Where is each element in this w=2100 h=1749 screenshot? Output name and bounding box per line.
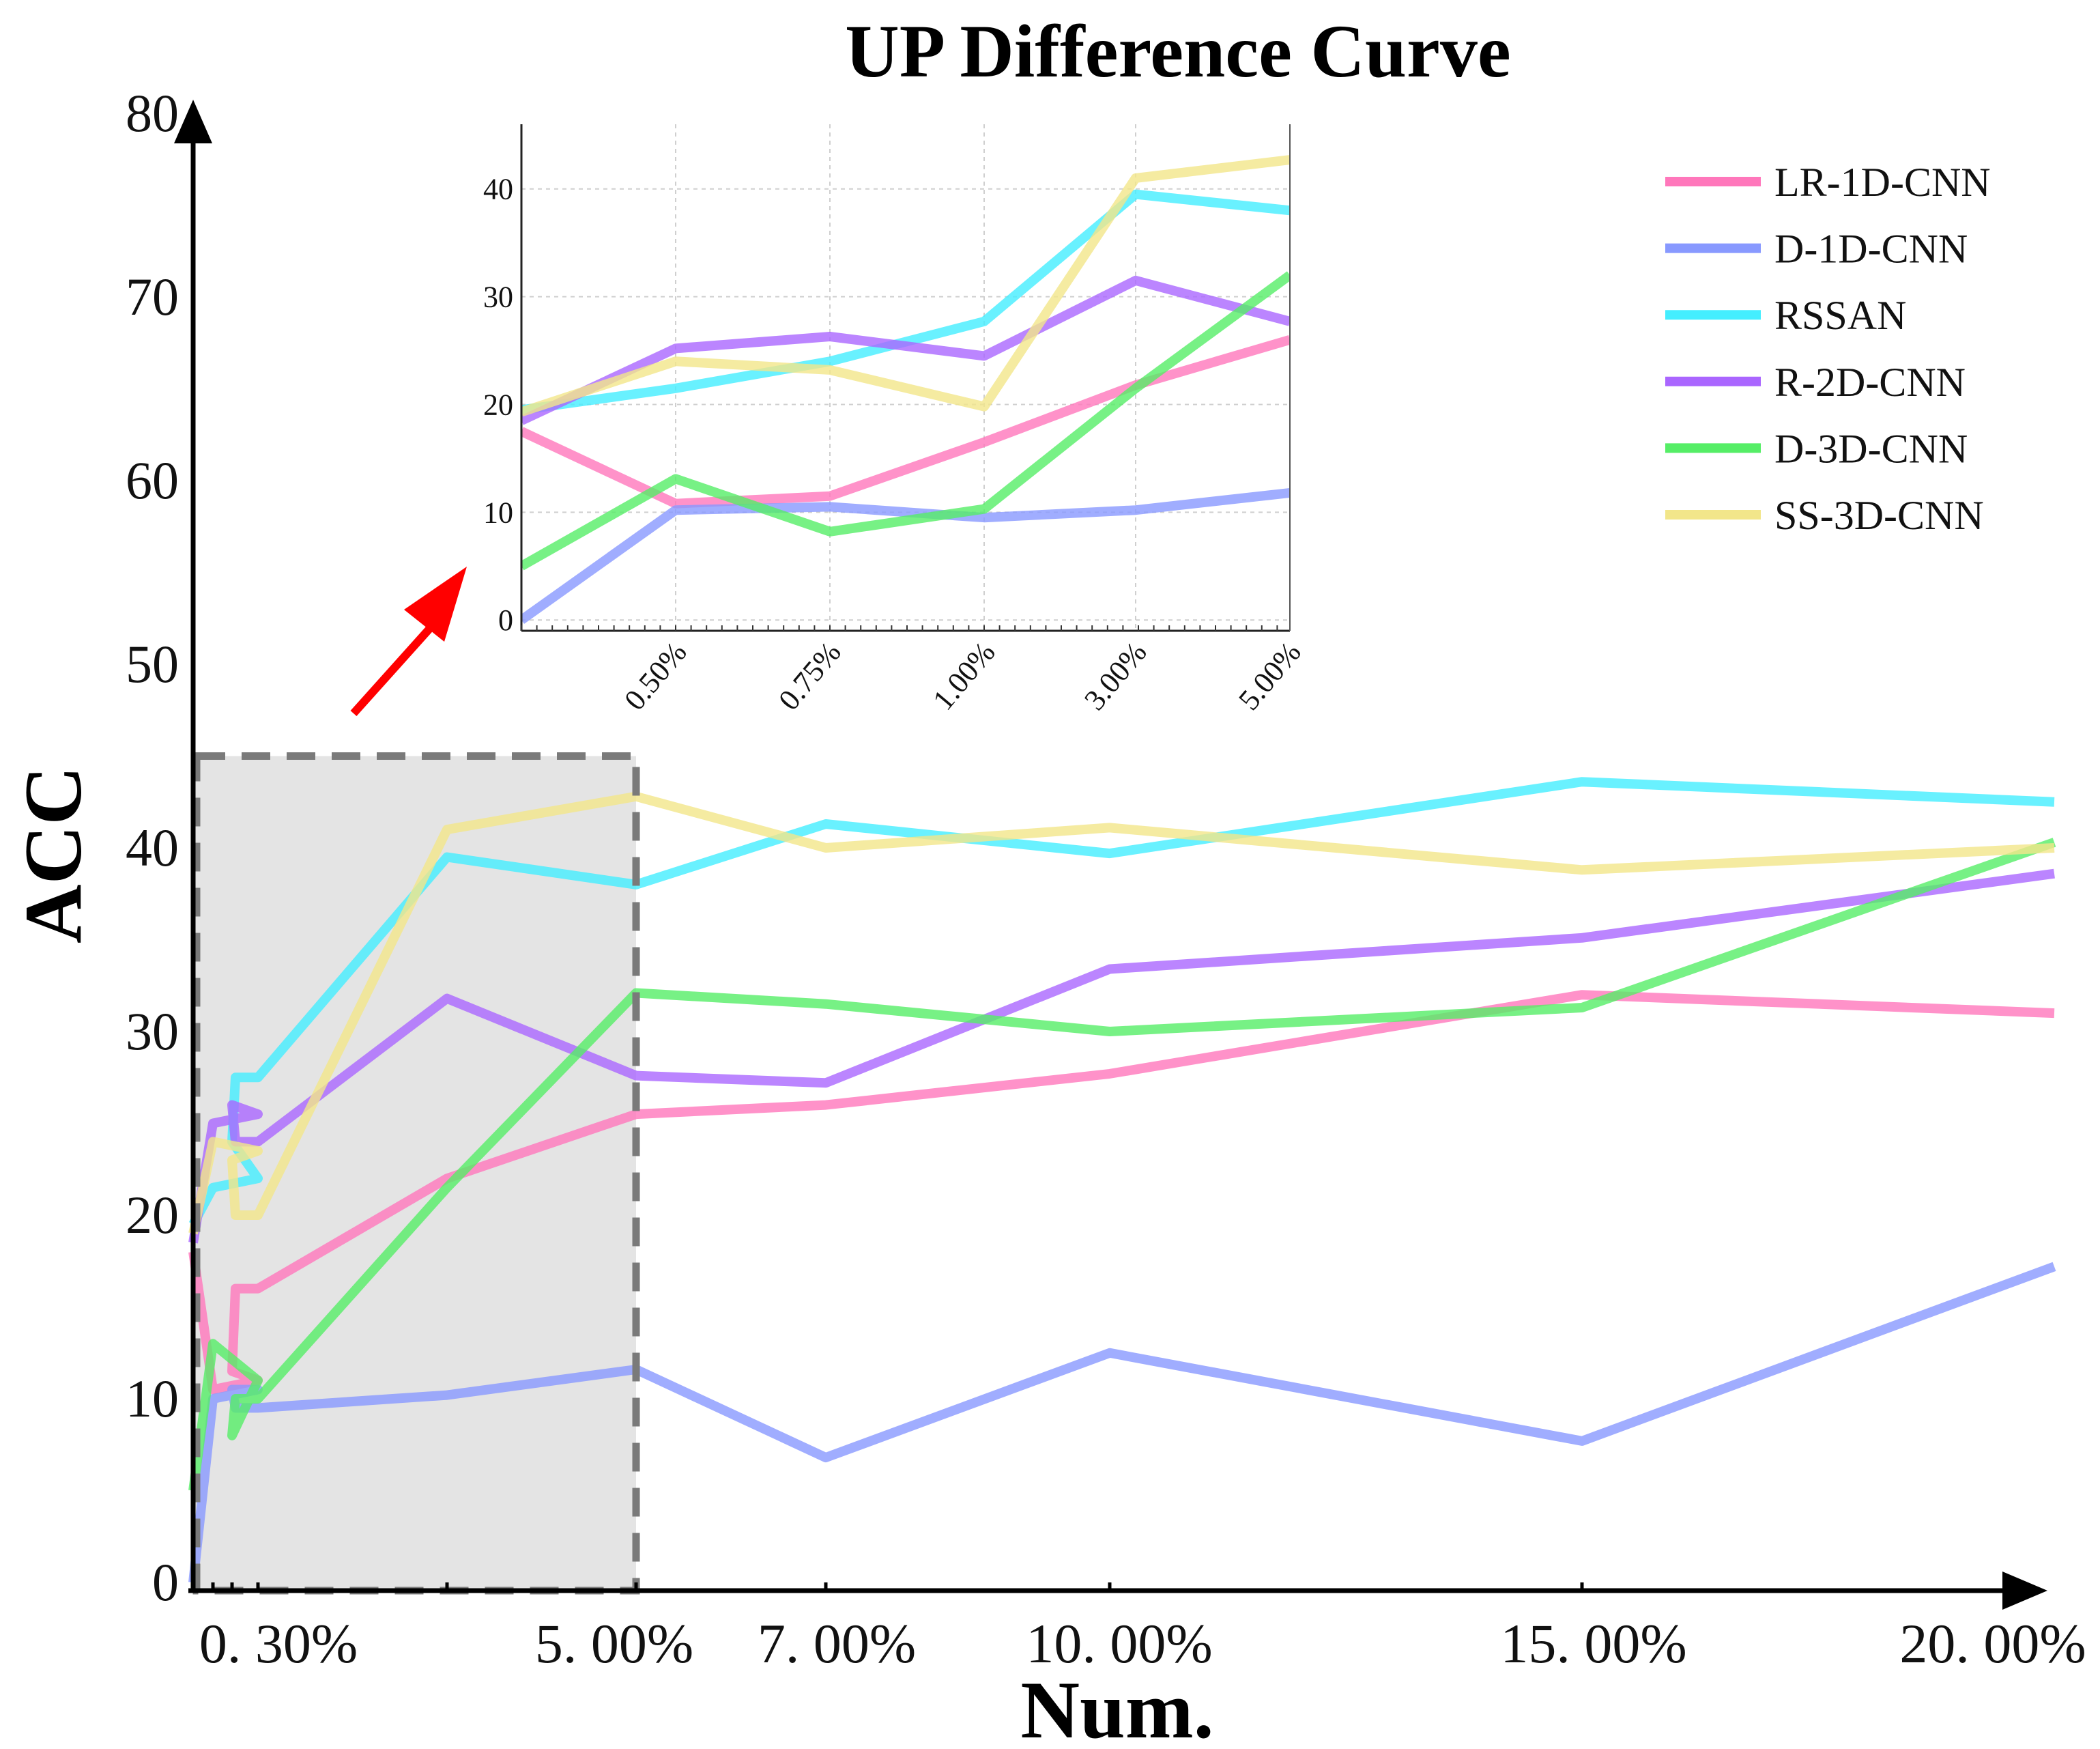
inset-chart: 0 10 20 30 40 0.50% 0.75% 1.00% 3.00% 5.00% (483, 124, 1308, 716)
inset-x-tick-label: 0.75% (772, 636, 848, 717)
x-tick-label: 0. 30% (199, 1612, 358, 1675)
x-tick-label: 10. 00% (1026, 1612, 1212, 1675)
legend-label: R-2D-CNN (1774, 360, 1966, 405)
inset-line-rssan (521, 189, 1290, 415)
inset-line-d-1d-cnn (521, 487, 1290, 624)
legend-label: SS-3D-CNN (1774, 493, 1984, 538)
zoom-arrow-shaft (350, 623, 435, 717)
y-axis-arrowhead (174, 100, 212, 143)
y-tick-label: 80 (126, 83, 179, 143)
series-line-d-3d-cnn (188, 838, 2056, 1492)
inset-x-tick-label: 0.50% (618, 636, 693, 717)
y-tick-label: 30 (126, 1001, 179, 1061)
inset-y-tick-label: 40 (483, 173, 513, 206)
inset-line-ss-3d-cnn (521, 155, 1290, 417)
legend-item-r-2d-cnn: R-2D-CNN (1665, 360, 1966, 405)
x-tick-label: 7. 00% (758, 1612, 916, 1675)
inset-x-tick-label: 1.00% (926, 636, 1002, 717)
main-series-group (188, 752, 2056, 1595)
y-tick-label: 70 (126, 267, 179, 326)
legend-label: RSSAN (1774, 293, 1906, 338)
series-line-rssan (188, 777, 2055, 1227)
y-tick-label: 10 (126, 1369, 179, 1428)
inset-x-tick-label: 5.00% (1232, 636, 1308, 717)
inset-series-group (521, 155, 1290, 624)
inset-line-d-3d-cnn (521, 271, 1290, 571)
x-tick-labels: 0. 30% 5. 00% 7. 00% 10. 00% 15. 00% 20. 00% (199, 1612, 2086, 1675)
inset-y-tick-label: 30 (483, 281, 513, 314)
y-tick-label: 20 (126, 1185, 179, 1245)
inset-line-r-2d-cnn (521, 275, 1290, 425)
x-tick-label: 20. 00% (1899, 1612, 2086, 1675)
inset-x-tick-label: 3.00% (1078, 636, 1153, 717)
x-tick-label: 15. 00% (1500, 1612, 1686, 1675)
legend-item-ss-3d-cnn: SS-3D-CNN (1665, 493, 1984, 538)
series-line-lr-1d-cnn (188, 990, 2055, 1395)
legend-item-lr-1d-cnn: LR-1D-CNN (1665, 160, 1991, 205)
legend-item-d-3d-cnn: D-3D-CNN (1665, 426, 1968, 471)
legend-label: D-3D-CNN (1774, 426, 1968, 471)
x-axis-title: Num. (1020, 1664, 1213, 1749)
main-axes (174, 100, 2047, 1610)
y-tick-labels: 0 10 20 30 40 50 60 70 80 (126, 83, 179, 1612)
series-line-ss-3d-cnn (188, 791, 2055, 1235)
series-line-r-2d-cnn (188, 868, 2055, 1244)
legend-item-rssan: RSSAN (1665, 293, 1906, 338)
legend: LR-1D-CNN D-1D-CNN RSSAN R-2D-CNN D-3D-CNN SS… (1665, 160, 1991, 538)
chart-title: UP Difference Curve (845, 10, 1510, 93)
legend-item-d-1d-cnn: D-1D-CNN (1665, 227, 1968, 272)
y-tick-label: 40 (126, 818, 179, 877)
inset-y-tick-label: 0 (498, 603, 513, 637)
zoom-arrow-head (404, 567, 467, 642)
zoom-arrow (350, 567, 467, 717)
x-tick-label: 5. 00% (535, 1612, 693, 1675)
legend-label: LR-1D-CNN (1774, 160, 1991, 205)
y-axis-title: ACC (8, 766, 98, 943)
inset-y-tick-label: 20 (483, 388, 513, 421)
legend-label: D-1D-CNN (1774, 227, 1968, 272)
x-axis-arrowhead (2002, 1572, 2047, 1610)
y-tick-label: 60 (126, 451, 179, 510)
inset-y-tick-label: 10 (483, 496, 513, 529)
y-tick-label: 0 (152, 1552, 179, 1612)
y-tick-label: 50 (126, 634, 179, 694)
